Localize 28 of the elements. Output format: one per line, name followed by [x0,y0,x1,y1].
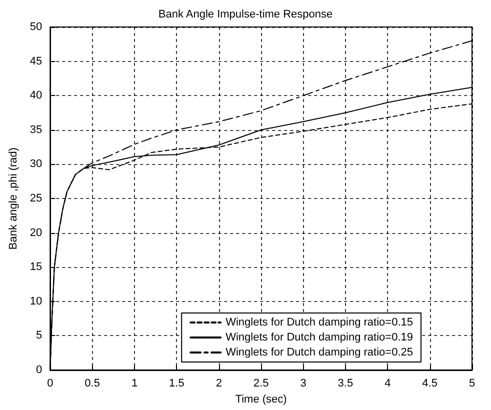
y-axis-title: Bank angle ,phi (rad) [8,147,20,250]
x-tick-label: 4 [384,378,391,390]
chart-title: Bank Angle Impulse-time Response [158,8,333,20]
y-tick-label: 50 [30,21,42,33]
x-tick-label: 1 [131,378,138,390]
x-tick-label: 1.5 [169,378,184,390]
legend-label: Winglets for Dutch damping ratio=0.25 [226,346,414,358]
x-tick-label: 0.5 [84,378,100,390]
y-tick-label: 15 [30,261,42,274]
y-tick-label: 0 [36,364,42,376]
y-tick-label: 5 [36,330,42,342]
x-tick-label: 4.5 [422,378,438,390]
x-axis-title: Time (sec) [235,393,287,406]
y-tick-label: 25 [30,192,42,204]
y-tick-label: 40 [30,90,42,102]
x-tick-label: 5 [468,378,476,390]
x-tick-label: 0 [47,378,54,390]
x-tick-label: 3.5 [338,378,354,390]
x-tick-label: 2.5 [253,378,269,390]
x-tick-label: 2 [216,378,222,390]
y-tick-label: 35 [30,124,42,136]
legend-label: Winglets for Dutch damping ratio=0.19 [226,332,414,344]
y-tick-label: 10 [30,295,42,308]
x-tick-label: 3 [300,378,306,390]
y-tick-label: 30 [30,158,42,170]
legend-label: Winglets for Dutch damping ratio=0.15 [226,316,414,328]
y-tick-label: 45 [30,55,42,68]
y-tick-label: 20 [30,226,42,239]
